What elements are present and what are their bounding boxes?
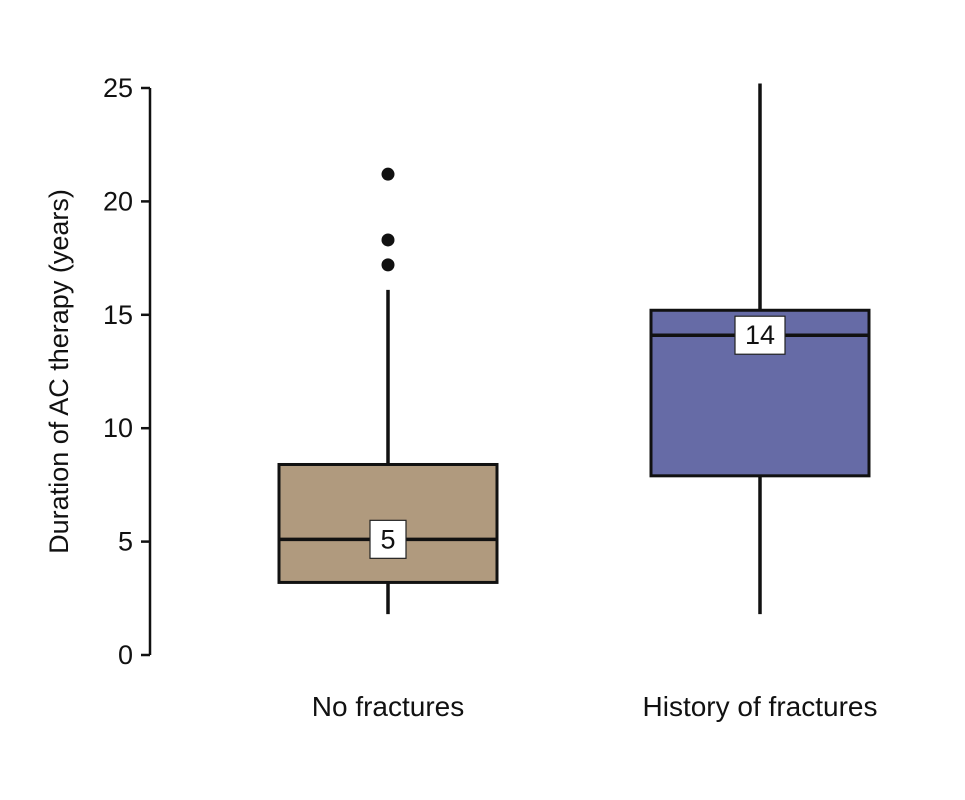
median-label-box xyxy=(734,315,786,355)
median-label-box xyxy=(369,519,407,559)
y-tick-label: 15 xyxy=(103,300,133,330)
y-tick-label: 25 xyxy=(103,73,133,103)
box-group-1: 14 xyxy=(649,83,871,615)
y-axis-title: Duration of AC therapy (years) xyxy=(44,189,74,554)
x-category-label: History of fractures xyxy=(643,691,878,722)
outlier-point xyxy=(381,167,395,181)
outlier-point xyxy=(381,233,395,247)
median-label: 5 xyxy=(380,524,395,554)
box-rect xyxy=(649,308,871,478)
y-tick-label: 5 xyxy=(118,527,133,557)
y-tick-label: 0 xyxy=(118,640,133,670)
outlier-point xyxy=(381,258,395,272)
y-tick-label: 20 xyxy=(103,186,133,216)
x-category-label: No fractures xyxy=(312,691,465,722)
y-tick-label: 10 xyxy=(103,413,133,443)
box-group-0: 5 xyxy=(277,167,499,615)
median-label: 14 xyxy=(745,320,775,350)
